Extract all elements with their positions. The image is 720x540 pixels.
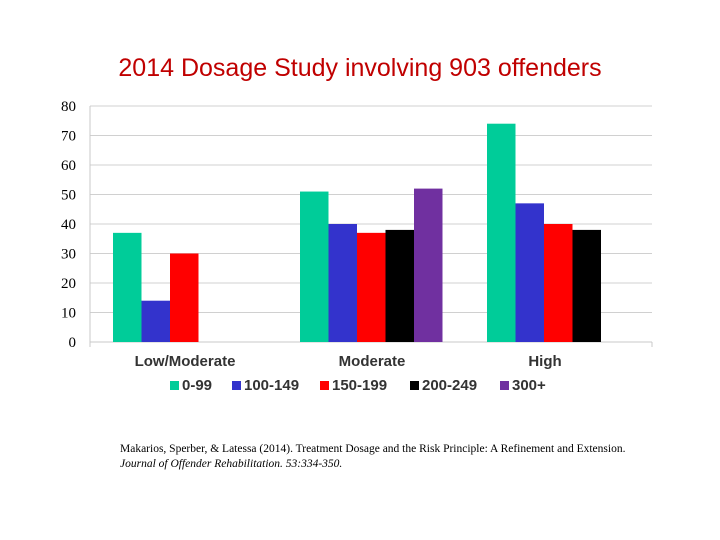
bar-3-4 xyxy=(572,229,601,342)
bar-3-2 xyxy=(515,203,544,342)
legend-swatch xyxy=(170,381,179,390)
legend-label: 100-149 xyxy=(244,377,299,394)
bar-2-3 xyxy=(357,232,386,342)
bar-3-1 xyxy=(487,123,516,342)
citation-journal: Journal of Offender Rehabilitation. 53:3… xyxy=(120,458,343,470)
bar-2-4 xyxy=(385,229,414,342)
citation-authors: Makarios, Sperber, & Latessa (2014). Tre… xyxy=(120,443,626,455)
bar-2-5 xyxy=(414,188,443,342)
legend-label: 300+ xyxy=(512,377,546,394)
bar-3-3 xyxy=(544,224,573,342)
legend-label: 200-249 xyxy=(422,377,477,394)
bar-2-1 xyxy=(300,191,329,342)
category-label: Low/Moderate xyxy=(135,353,236,370)
citation: Makarios, Sperber, & Latessa (2014). Tre… xyxy=(120,442,640,472)
y-tick-label: 60 xyxy=(61,158,76,174)
legend-swatch xyxy=(232,381,241,390)
bar-1-3 xyxy=(170,253,199,342)
slide-title: 2014 Dosage Study involving 903 offender… xyxy=(118,54,602,82)
y-tick-label: 0 xyxy=(69,335,77,351)
legend-label: 150-199 xyxy=(332,377,387,394)
legend-swatch xyxy=(500,381,509,390)
category-label: High xyxy=(528,353,561,370)
legend-swatch xyxy=(320,381,329,390)
bars xyxy=(113,123,601,342)
y-tick-label: 10 xyxy=(61,306,76,322)
y-tick-label: 50 xyxy=(61,188,76,204)
y-axis-ticks: 0 10 20 30 40 50 60 70 80 xyxy=(61,99,76,351)
y-tick-label: 70 xyxy=(61,129,76,145)
bar-1-2 xyxy=(141,300,170,342)
category-label: Moderate xyxy=(339,353,406,370)
bar-1-1 xyxy=(113,232,142,342)
y-tick-label: 30 xyxy=(61,247,76,263)
legend-label: 0-99 xyxy=(182,377,212,394)
y-tick-label: 20 xyxy=(61,276,76,292)
y-tick-label: 40 xyxy=(61,217,76,233)
legend: 0-99 100-149 150-199 200-249 300+ xyxy=(170,377,546,394)
bar-2-2 xyxy=(328,224,357,342)
x-axis-categories: Low/Moderate Moderate High xyxy=(135,353,562,370)
y-tick-label: 80 xyxy=(61,99,76,115)
legend-swatch xyxy=(410,381,419,390)
